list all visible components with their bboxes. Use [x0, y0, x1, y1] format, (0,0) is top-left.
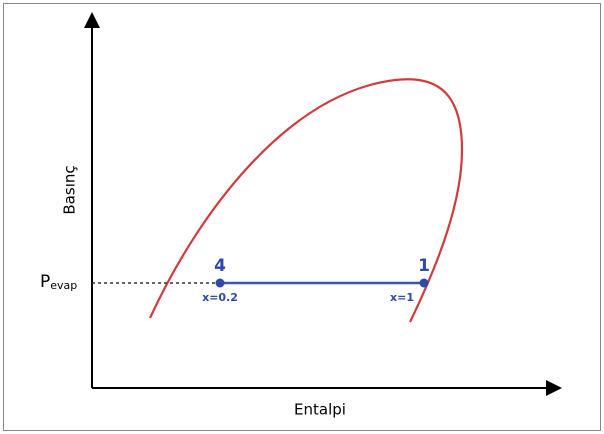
y-axis-label: Basınç — [61, 165, 79, 214]
saturation-dome — [149, 78, 464, 323]
quality-label: x=1 — [390, 291, 414, 304]
point-4 — [215, 278, 225, 288]
pressure-subscript: evap — [50, 279, 77, 292]
frame — [3, 3, 601, 431]
point-label: 4 — [214, 256, 226, 276]
pressure-symbol: P — [40, 272, 50, 292]
x-axis-label: Entalpi — [294, 401, 346, 419]
point-label: 1 — [418, 256, 430, 276]
point-1 — [419, 278, 429, 288]
quality-label: x=0.2 — [202, 291, 238, 304]
pressure-label: Pevap — [40, 272, 77, 292]
